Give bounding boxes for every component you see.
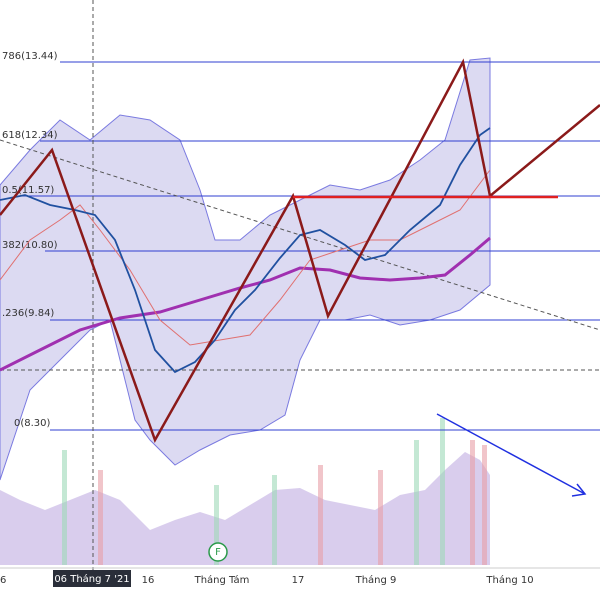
volume-bar xyxy=(414,440,419,565)
arrow xyxy=(436,413,586,495)
x-tick-label: 6 xyxy=(0,575,6,586)
crosshair-date: 06 Tháng 7 '21 xyxy=(54,573,129,585)
x-tick-label: Tháng 10 xyxy=(485,574,533,586)
volume-bar xyxy=(98,470,103,565)
fib-label: 0.5(11.57) xyxy=(2,185,54,196)
fib-label: 786(13.44) xyxy=(2,51,58,62)
volume-bar xyxy=(318,465,323,565)
event-marker-label: F xyxy=(215,547,221,558)
event-marker[interactable] xyxy=(208,542,228,562)
volume-bar xyxy=(470,440,475,565)
ma-fast xyxy=(0,169,491,346)
ma-mid xyxy=(0,127,491,374)
volume-bar xyxy=(378,470,383,565)
arrow-head xyxy=(571,483,587,497)
fib-label: 382(10.80) xyxy=(2,240,58,251)
ma-slow xyxy=(0,236,491,372)
volume-bar xyxy=(482,445,487,565)
zigzag xyxy=(0,58,600,444)
fib-label: 618(12.34) xyxy=(2,130,58,141)
volume-area xyxy=(0,452,490,565)
x-tick-label: Tháng Tám xyxy=(194,574,250,586)
volume-bar xyxy=(440,418,445,565)
volume-bar xyxy=(214,485,219,565)
volume-bars xyxy=(62,418,487,565)
x-tick-label: Tháng 9 xyxy=(355,574,397,586)
x-tick-label: 16 xyxy=(142,575,155,586)
crosshair-label-bg xyxy=(53,570,131,587)
fib-label: .236(9.84) xyxy=(2,308,54,319)
volume-bar xyxy=(272,475,277,565)
x-tick-label: 17 xyxy=(292,575,305,586)
fib-label: 0(8.30) xyxy=(14,418,51,429)
volume-bar xyxy=(62,450,67,565)
